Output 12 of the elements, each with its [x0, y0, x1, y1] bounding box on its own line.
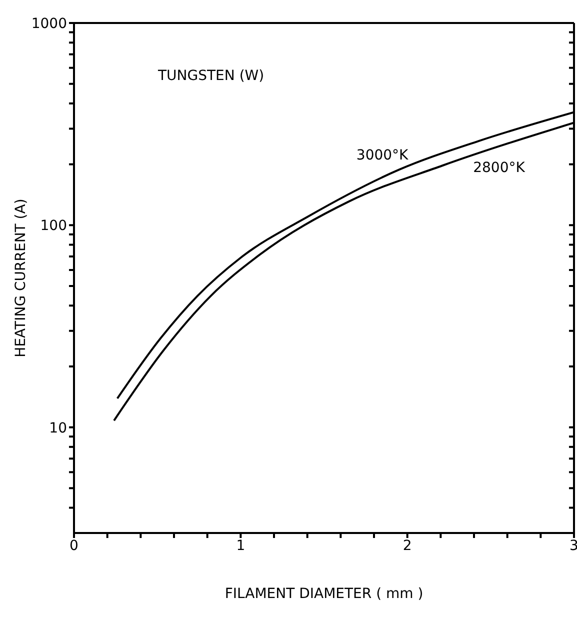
x-tick-label: 3	[570, 538, 577, 554]
y-axis-title: HEATING CURRENT (A)	[12, 198, 29, 358]
annotation: 3000°K	[356, 148, 410, 164]
annotation: TUNGSTEN (W)	[158, 68, 264, 84]
x-tick-label: 1	[236, 538, 246, 554]
y-tick-label: 10	[49, 420, 67, 436]
annotation: 2800°K	[473, 160, 526, 176]
x-tick-label: 0	[70, 538, 78, 554]
x-tick-label: 2	[402, 538, 412, 554]
y-tick-label: 1000	[31, 16, 67, 32]
x-axis-title: FILAMENT DIAMETER ( mm )	[224, 586, 424, 602]
y-tick-label: 100	[40, 218, 67, 234]
